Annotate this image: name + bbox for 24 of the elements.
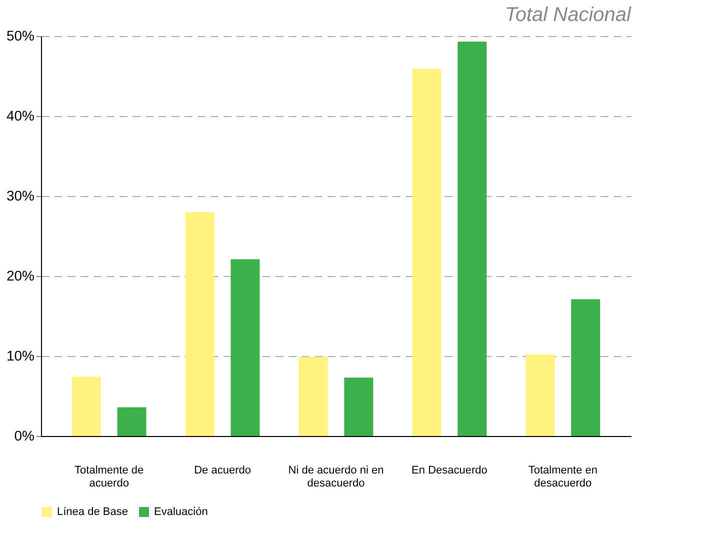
y-tick-label: 0% — [14, 428, 34, 444]
y-tick-label: 30% — [6, 188, 34, 204]
bar — [230, 259, 260, 436]
bar — [458, 42, 487, 436]
x-tick-label: De acuerdo — [194, 464, 251, 476]
x-tick-label: Totalmente de acuerdo — [74, 464, 144, 490]
bar — [72, 376, 101, 436]
legend-label: Línea de Base — [57, 506, 128, 518]
y-tick-label: 50% — [6, 28, 34, 44]
chart-title: Total Nacional — [504, 4, 632, 26]
legend-label: Evaluación — [154, 506, 208, 518]
x-tick-label: En Desacuerdo — [412, 464, 488, 476]
bar — [571, 299, 600, 436]
x-tick-label: Ni de acuerdo ni en desacuerdo — [288, 464, 384, 490]
bar — [117, 407, 146, 436]
bar — [298, 356, 328, 436]
bar — [185, 212, 214, 436]
bar — [344, 378, 374, 436]
bar — [412, 68, 442, 436]
y-tick-label: 10% — [6, 348, 34, 364]
y-tick-label: 40% — [6, 108, 34, 124]
y-tick-label: 20% — [6, 268, 34, 284]
x-tick-label: Totalmente en desacuerdo — [528, 464, 598, 490]
bar — [526, 354, 555, 436]
